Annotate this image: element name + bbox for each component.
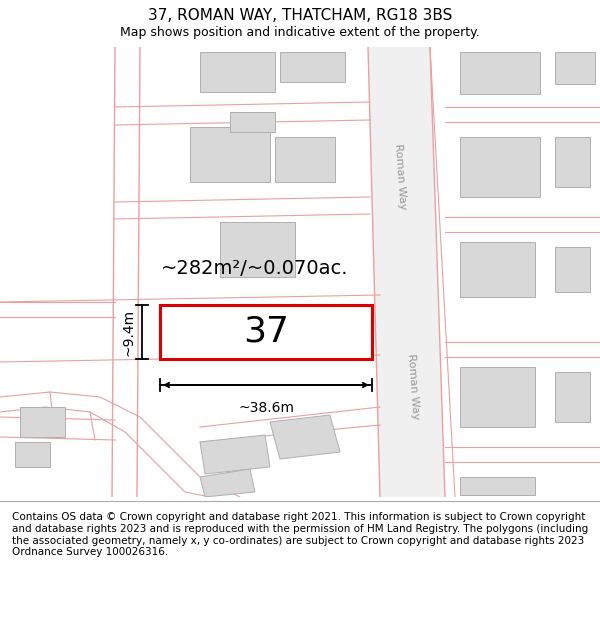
Text: 37, ROMAN WAY, THATCHAM, RG18 3BS: 37, ROMAN WAY, THATCHAM, RG18 3BS (148, 9, 452, 24)
Bar (275, 137, 335, 182)
Bar (460, 367, 535, 427)
Polygon shape (368, 47, 445, 497)
Text: Roman Way: Roman Way (393, 144, 407, 211)
Bar (460, 242, 535, 297)
Bar (190, 127, 270, 182)
Bar (460, 137, 540, 197)
Polygon shape (270, 415, 340, 459)
Bar (460, 52, 540, 94)
Bar (200, 52, 275, 92)
Bar (555, 137, 590, 187)
Bar (280, 52, 345, 82)
Bar (160, 305, 372, 359)
Bar (20, 407, 65, 437)
Bar (555, 52, 595, 84)
Polygon shape (200, 469, 255, 497)
Bar (230, 112, 275, 132)
Text: Contains OS data © Crown copyright and database right 2021. This information is : Contains OS data © Crown copyright and d… (12, 512, 588, 557)
Polygon shape (200, 435, 270, 474)
Bar (555, 247, 590, 292)
Text: Map shows position and indicative extent of the property.: Map shows position and indicative extent… (120, 26, 480, 39)
Bar (460, 477, 535, 495)
Bar (15, 442, 50, 467)
Text: ~282m²/~0.070ac.: ~282m²/~0.070ac. (161, 259, 349, 279)
Text: Roman Way: Roman Way (406, 354, 420, 421)
Text: ~38.6m: ~38.6m (238, 401, 294, 415)
Text: 37: 37 (243, 315, 289, 349)
Bar (220, 222, 295, 277)
Bar (555, 372, 590, 422)
Text: ~9.4m: ~9.4m (122, 308, 136, 356)
